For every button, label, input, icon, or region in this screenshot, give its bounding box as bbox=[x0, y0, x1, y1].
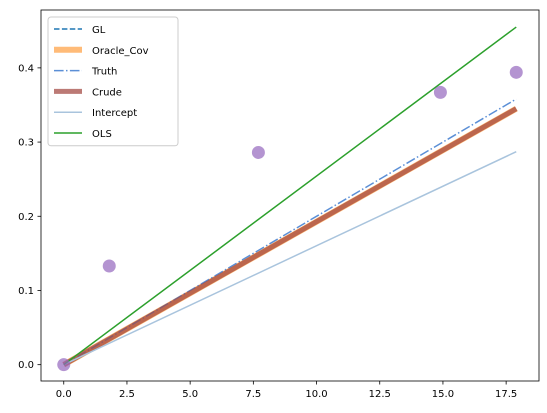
x-tick-label: 15.0 bbox=[432, 389, 454, 400]
y-tick-label: 0.4 bbox=[18, 63, 34, 74]
plot-area bbox=[57, 26, 523, 372]
legend-label-gl: GL bbox=[92, 25, 106, 36]
x-tick-label: 0.0 bbox=[56, 389, 72, 400]
x-tick-label: 17.5 bbox=[495, 389, 517, 400]
legend-label-ols: OLS bbox=[92, 129, 112, 140]
legend-label-crude: Crude bbox=[92, 87, 122, 98]
x-tick-label: 2.5 bbox=[119, 389, 135, 400]
axis-ticks: 0.0 2.5 5.0 7.5 10.0 12.5 15.0 17.5 0.0 0.1 0.2 0.3… bbox=[18, 63, 517, 400]
x-tick-label: 7.5 bbox=[245, 389, 261, 400]
scatter-point bbox=[102, 259, 116, 273]
y-tick-label: 0.1 bbox=[18, 286, 34, 297]
series-line-ols bbox=[63, 26, 517, 366]
axes-frame bbox=[40, 9, 540, 382]
scatter-point bbox=[251, 145, 265, 159]
x-tick-label: 10.0 bbox=[305, 389, 327, 400]
series-line-crude bbox=[62, 106, 518, 367]
legend: GL Oracle_Cov Truth Crude Intercept OLS bbox=[47, 16, 179, 147]
scatter-point bbox=[57, 358, 71, 372]
scatter-point bbox=[433, 85, 447, 99]
legend-label-intercept: Intercept bbox=[92, 108, 137, 119]
x-tick-label: 5.0 bbox=[182, 389, 198, 400]
y-tick-label: 0.3 bbox=[18, 138, 34, 149]
series-line-intercept bbox=[63, 151, 517, 366]
legend-label-truth: Truth bbox=[91, 67, 117, 78]
scatter-point bbox=[509, 65, 523, 79]
x-tick-label: 12.5 bbox=[369, 389, 391, 400]
y-tick-label: 0.0 bbox=[18, 360, 34, 371]
legend-box bbox=[47, 16, 179, 147]
legend-label-oracle-cov: Oracle_Cov bbox=[92, 46, 149, 57]
y-tick-label: 0.2 bbox=[18, 212, 34, 223]
